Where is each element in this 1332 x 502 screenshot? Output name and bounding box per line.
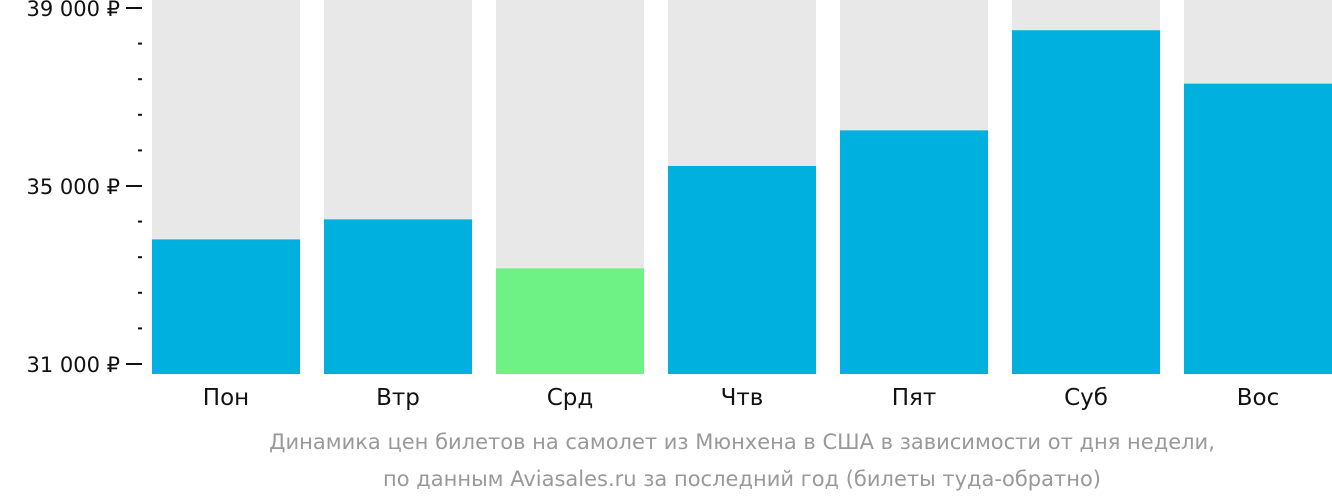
chart-caption-line-1: Динамика цен билетов на самолет из Мюнхе…: [269, 430, 1215, 454]
x-tick-label: Суб: [1064, 385, 1108, 411]
y-tick-label: 31 000 ₽: [26, 353, 120, 377]
x-tick-label: Втр: [376, 385, 420, 411]
bar: [324, 219, 472, 374]
y-tick-label: 39 000 ₽: [26, 0, 120, 21]
chart-caption-line-2: по данным Aviasales.ru за последний год …: [383, 467, 1101, 491]
x-tick-label: Пон: [203, 385, 249, 411]
price-by-weekday-chart: Пон Втр Срд Чтв Пят Суб Вос 31 000 ₽ 35 000 ₽ 39 …: [26, 0, 1332, 411]
bar: [668, 165, 816, 374]
bar: [1012, 30, 1160, 374]
bar: [152, 239, 300, 374]
bar: [1184, 83, 1332, 375]
x-tick-label: Вос: [1237, 385, 1280, 411]
y-tick-label: 35 000 ₽: [26, 175, 120, 199]
bar: [496, 268, 644, 374]
bar: [840, 130, 988, 374]
x-tick-label: Чтв: [721, 385, 764, 411]
x-tick-label: Пят: [892, 385, 937, 411]
x-tick-label: Срд: [547, 385, 594, 411]
